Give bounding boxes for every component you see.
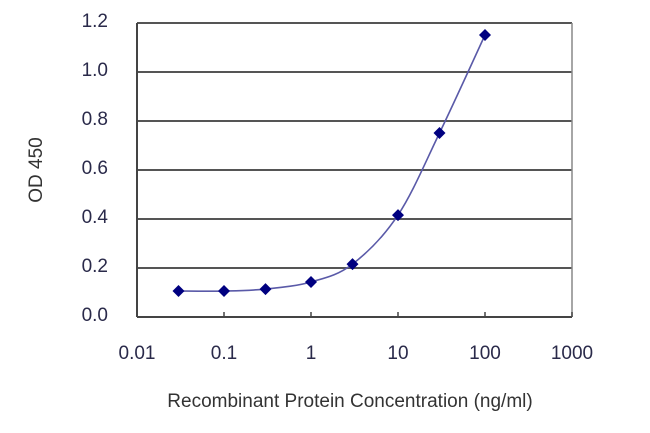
diamond-marker	[172, 285, 185, 298]
y-tick-label: 0.4	[81, 207, 108, 228]
y-tick-label: 0.2	[81, 256, 108, 277]
x-tick-label: 1000	[550, 343, 594, 364]
diamond-marker	[259, 283, 272, 296]
x-tick-label: 1	[305, 343, 317, 364]
x-tick-label: 100	[469, 343, 501, 364]
x-tick-label: 0.01	[118, 343, 156, 364]
y-tick-label: 0.0	[81, 305, 108, 326]
gridlines	[137, 22, 572, 318]
axis-frame	[136, 23, 573, 318]
x-tick-marks	[136, 312, 573, 317]
y-tick-label: 0.6	[81, 158, 108, 179]
series-line	[178, 34, 486, 292]
x-tick-label: 10	[387, 343, 409, 364]
y-tick-label: 0.8	[81, 109, 108, 130]
diamond-marker	[305, 275, 317, 288]
series-markers	[172, 29, 491, 298]
y-axis-label: OD 450	[26, 137, 47, 203]
y-tick-label: 1.0	[81, 60, 108, 81]
x-tick-label: 0.1	[210, 343, 238, 364]
y-tick-label: 1.2	[81, 11, 108, 32]
diamond-marker	[346, 258, 359, 271]
diamond-marker	[392, 209, 404, 222]
x-axis-label: Recombinant Protein Concentration (ng/ml…	[167, 391, 533, 412]
diamond-marker	[433, 127, 446, 140]
diamond-marker	[218, 285, 230, 298]
diamond-marker	[479, 29, 491, 42]
